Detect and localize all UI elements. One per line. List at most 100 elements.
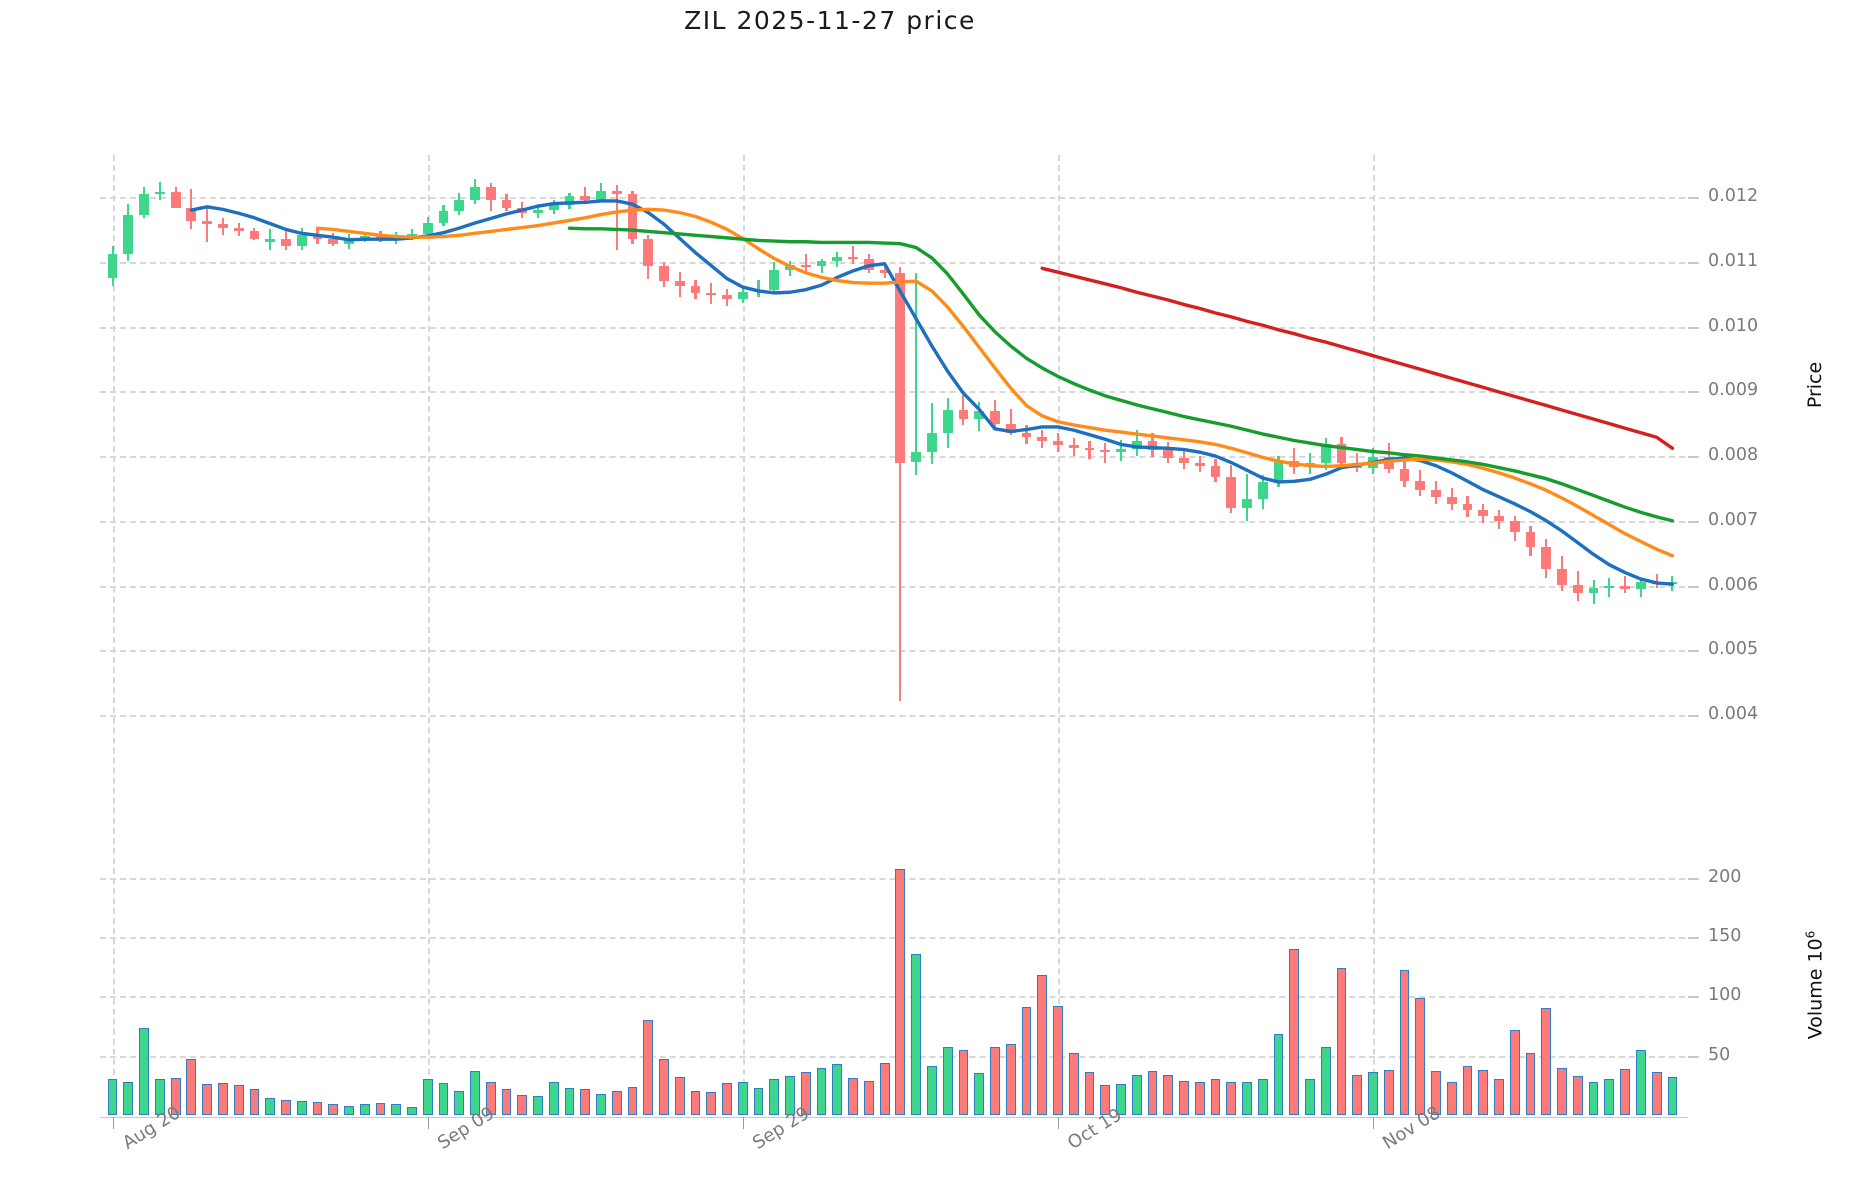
volume-bar	[438, 1082, 449, 1115]
chart-title: ZIL 2025-11-27 price	[684, 6, 976, 35]
volume-bar	[832, 1064, 843, 1115]
price-tick-label: 0.009	[1708, 380, 1759, 401]
volume-bar	[1525, 1053, 1536, 1115]
price-gridline	[100, 520, 1685, 523]
volume-bar	[1257, 1079, 1268, 1115]
volume-bar	[139, 1028, 149, 1115]
volume-bar	[123, 1081, 134, 1115]
volume-bar	[1651, 1072, 1662, 1115]
candle-body	[1194, 462, 1205, 467]
ma-line-ma-long	[567, 226, 1675, 523]
volume-bar	[1037, 975, 1048, 1115]
volume-bar	[706, 1092, 717, 1115]
candle-body	[1320, 444, 1331, 463]
volume-bar	[911, 953, 921, 1115]
volume-bar	[1021, 1007, 1032, 1115]
volume-bar	[1131, 1074, 1142, 1115]
x-axis-line	[100, 1117, 1688, 1118]
candle-body	[1273, 460, 1284, 482]
volume-bar	[722, 1082, 732, 1115]
axis-tick-mark	[1688, 456, 1699, 459]
volume-bar	[1053, 1005, 1063, 1115]
candle-wick	[1624, 575, 1627, 594]
volume-bar	[548, 1081, 559, 1115]
volume-bar	[344, 1105, 354, 1115]
volume-bar	[974, 1073, 985, 1115]
price-gridline	[100, 391, 1685, 394]
candle-body	[233, 228, 244, 232]
volume-gridline	[100, 877, 1685, 880]
axis-tick-mark	[1688, 715, 1699, 717]
volume-bar	[816, 1067, 827, 1115]
volume-bar	[1368, 1072, 1378, 1115]
volume-gridline	[100, 996, 1685, 999]
ma-line-ma-mid	[315, 207, 1675, 558]
x-tick-mark	[427, 1117, 429, 1129]
volume-bar	[1446, 1081, 1457, 1115]
candle-body	[202, 221, 213, 225]
axis-tick-mark	[1688, 197, 1699, 200]
volume-bar	[990, 1047, 1000, 1115]
price-tick-label: 0.006	[1708, 574, 1759, 595]
volume-bar	[737, 1081, 748, 1115]
candle-body	[1525, 531, 1536, 547]
candle-body	[501, 199, 512, 209]
candle-body	[422, 222, 433, 234]
volume-bar	[359, 1104, 370, 1115]
candle-body	[1588, 588, 1599, 594]
volume-bar	[265, 1098, 276, 1115]
candle-body	[470, 187, 480, 200]
candle-body	[737, 292, 748, 299]
axis-tick-mark	[1688, 261, 1699, 264]
candle-body	[1636, 581, 1646, 590]
volume-bar	[1478, 1069, 1489, 1115]
volume-bar	[454, 1091, 465, 1115]
volume-bar	[1494, 1079, 1504, 1115]
volume-bar	[249, 1088, 260, 1115]
volume-bar	[218, 1082, 228, 1115]
candle-body	[328, 239, 339, 244]
axis-tick-mark	[1688, 650, 1699, 653]
volume-tick-label: 200	[1708, 866, 1742, 887]
volume-tick-label: 50	[1708, 1044, 1731, 1065]
volume-bar	[1273, 1034, 1284, 1115]
candle-body	[1037, 437, 1048, 441]
candle-body	[1068, 445, 1079, 449]
volume-bar	[580, 1088, 591, 1115]
candle-body	[1021, 433, 1032, 438]
volume-bar	[1462, 1066, 1473, 1115]
volume-bar	[564, 1087, 575, 1115]
candle-body	[218, 224, 228, 229]
candle-body	[1163, 449, 1174, 458]
price-tick-label: 0.011	[1708, 250, 1759, 271]
candle-body	[848, 256, 858, 260]
candle-body	[1131, 440, 1142, 449]
volume-bar	[863, 1080, 874, 1115]
price-tick-label: 0.007	[1708, 509, 1759, 530]
volume-bar	[1636, 1049, 1646, 1115]
volume-bar	[501, 1088, 512, 1115]
volume-bar	[785, 1075, 795, 1115]
axis-tick-mark	[1688, 996, 1699, 999]
axis-tick-mark	[1688, 585, 1699, 588]
candle-body	[170, 191, 181, 209]
axis-tick-mark	[1688, 520, 1699, 523]
volume-tick-label: 100	[1708, 985, 1742, 1006]
candle-body	[1210, 466, 1221, 478]
volume-panel	[100, 860, 1685, 1115]
candle-body	[895, 273, 906, 463]
candle-body	[879, 269, 890, 274]
candle-body	[1509, 521, 1520, 532]
volume-bar	[627, 1086, 638, 1115]
x-tick-mark	[112, 1117, 114, 1129]
price-gridline	[100, 326, 1685, 329]
axis-tick-mark	[1688, 391, 1699, 394]
volume-bar	[958, 1049, 969, 1115]
candle-body	[548, 204, 559, 211]
candle-body	[690, 286, 701, 293]
candle-wick	[820, 259, 823, 274]
ma-line-ma-short	[189, 199, 1675, 586]
candle-body	[1179, 457, 1189, 463]
candle-body	[407, 233, 417, 237]
